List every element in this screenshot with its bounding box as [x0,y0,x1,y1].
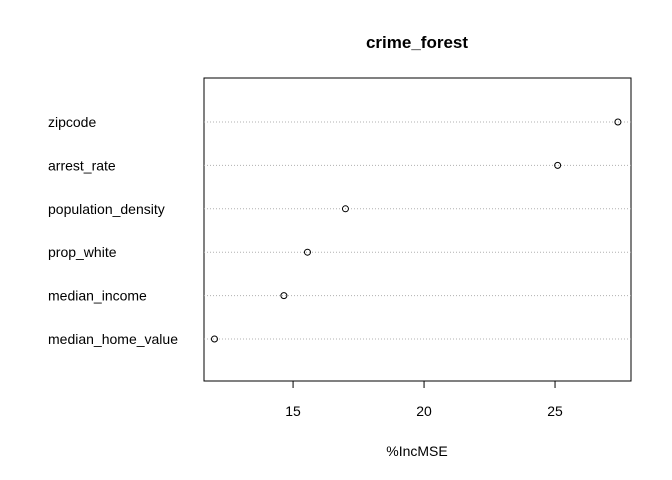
chart-title: crime_forest [366,33,468,52]
plot-frame [203,77,632,382]
data-point-arrest_rate [554,161,562,169]
x-tick-label: 25 [547,403,563,419]
x-axis-label: %IncMSE [386,443,447,459]
x-tick-label: 20 [416,403,432,419]
x-tick-label: 15 [285,403,301,419]
category-label: median_income [48,288,147,304]
data-point-median_income [280,292,288,300]
data-point-population_density [341,205,349,213]
data-point-prop_white [303,248,311,256]
category-label: median_home_value [48,331,178,347]
category-label: prop_white [48,244,117,260]
data-point-median_home_value [210,335,218,343]
category-label: zipcode [48,114,96,130]
data-point-zipcode [614,118,622,126]
category-label: arrest_rate [48,157,116,173]
category-label: population_density [48,201,165,217]
